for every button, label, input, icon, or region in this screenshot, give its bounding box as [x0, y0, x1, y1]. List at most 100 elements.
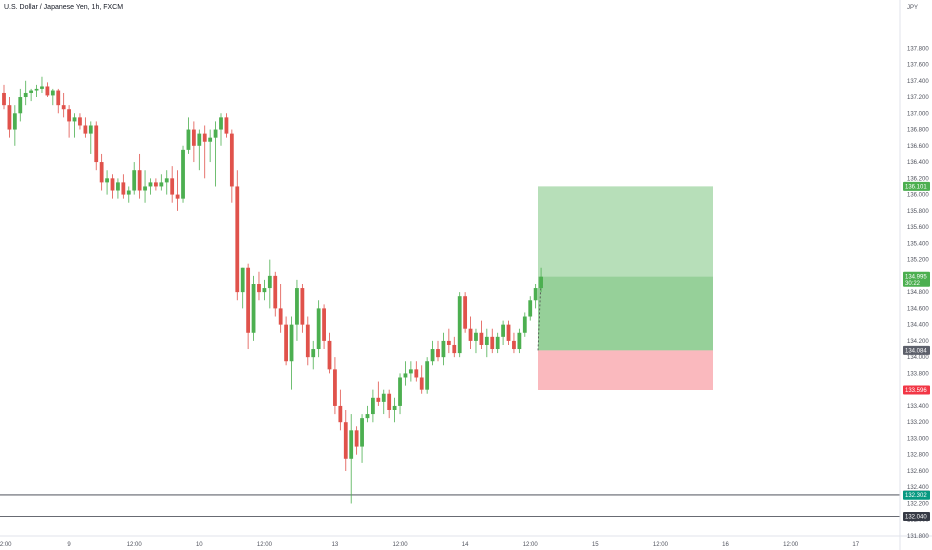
- time-tick-label: 12:00: [393, 542, 409, 548]
- candle-down: [376, 381, 381, 406]
- price-badge: 133.596: [903, 385, 930, 395]
- candle-up: [365, 405, 370, 423]
- time-tick-label: 9: [67, 542, 71, 548]
- candle-up: [295, 279, 299, 341]
- time-tick-label: 12:00: [127, 542, 143, 548]
- price-tick-label: 137.600: [907, 63, 929, 69]
- price-tick-label: 136.400: [907, 160, 929, 166]
- candle-down: [468, 316, 473, 350]
- price-tick-label: 136.000: [907, 193, 929, 199]
- candle-up: [311, 340, 316, 370]
- candles: [2, 76, 543, 504]
- candle-down: [512, 332, 516, 354]
- candle-down: [83, 117, 88, 138]
- candle-down: [229, 129, 234, 203]
- candle-down: [2, 84, 6, 110]
- price-tick-label: 137.800: [907, 46, 929, 52]
- price-tick-label: 131.800: [907, 534, 929, 540]
- candle-up: [262, 279, 267, 301]
- candle-up: [219, 113, 223, 146]
- price-badge: 134.084: [903, 345, 930, 355]
- price-badge: 136.101: [903, 181, 930, 191]
- candle-up: [392, 397, 397, 423]
- loss-zone[interactable]: [538, 350, 713, 391]
- price-badge-label: 132.302: [905, 493, 927, 499]
- long-position-tool[interactable]: [537, 186, 713, 391]
- candle-up: [289, 316, 294, 390]
- candle-down: [419, 365, 424, 394]
- candle-down: [333, 357, 337, 415]
- pnl-dotted-line: [537, 276, 542, 351]
- candle-up: [539, 267, 543, 293]
- price-tick-label: 134.400: [907, 323, 929, 329]
- price-tick-label: 133.000: [907, 436, 929, 442]
- candle-down: [300, 284, 305, 333]
- price-tick-label: 135.200: [907, 258, 929, 264]
- candle-down: [56, 88, 61, 114]
- candle-up: [40, 76, 44, 93]
- price-tick-label: 134.800: [907, 290, 929, 296]
- candle-down: [235, 170, 240, 301]
- time-tick-label: 15: [592, 542, 599, 548]
- candle-down: [94, 121, 99, 171]
- candle-up: [208, 129, 213, 163]
- candle-down: [45, 82, 50, 98]
- price-badge-label: 136.101: [905, 184, 927, 190]
- candle-up: [181, 145, 185, 203]
- candle-up: [126, 186, 131, 203]
- candle-up: [425, 357, 430, 394]
- candle-down: [154, 178, 158, 191]
- candle-down: [387, 389, 392, 419]
- candle-down: [191, 121, 196, 163]
- candle-down: [452, 336, 457, 358]
- price-badge: 132.040: [903, 511, 930, 521]
- candle-up: [517, 328, 522, 354]
- candle-up: [34, 84, 39, 98]
- candle-up: [23, 80, 28, 106]
- candle-up: [132, 162, 137, 195]
- price-tick-label: 132.600: [907, 469, 929, 475]
- candle-up: [186, 117, 191, 154]
- candle-down: [137, 153, 142, 199]
- candle-down: [175, 170, 180, 211]
- candle-down: [110, 174, 115, 199]
- candle-down: [327, 332, 332, 374]
- candle-down: [446, 328, 451, 354]
- candle-up: [484, 328, 489, 358]
- candle-down: [490, 328, 495, 354]
- candle-up: [533, 284, 538, 309]
- candle-up: [148, 178, 153, 195]
- time-tick-label: 12:00: [523, 542, 539, 548]
- price-tick-label: 136.200: [907, 176, 929, 182]
- price-badge-label: 134.995: [905, 274, 927, 280]
- candle-up: [441, 332, 446, 366]
- candle-down: [338, 389, 343, 431]
- time-tick-label: 12:00: [0, 542, 12, 548]
- time-tick-label: 12:00: [257, 542, 273, 548]
- candle-up: [501, 320, 505, 345]
- candle-down: [273, 271, 278, 317]
- candle-up: [457, 292, 462, 358]
- price-tick-label: 134.200: [907, 339, 929, 345]
- horizontal-lines[interactable]: [0, 494, 900, 517]
- candle-up: [12, 105, 17, 146]
- candle-down: [343, 410, 348, 471]
- candle-up: [213, 121, 218, 187]
- time-tick-label: 17: [852, 542, 859, 548]
- price-tick-label: 132.200: [907, 501, 929, 507]
- candle-down: [170, 166, 175, 203]
- candle-up: [398, 373, 402, 415]
- candle-up: [50, 88, 55, 106]
- candle-up: [430, 340, 435, 366]
- profit-zone[interactable]: [538, 186, 713, 351]
- price-tick-label: 135.800: [907, 209, 929, 215]
- candle-down: [284, 316, 288, 366]
- time-tick-label: 13: [332, 542, 339, 548]
- candle-down: [7, 97, 12, 138]
- price-tick-label: 133.200: [907, 420, 929, 426]
- time-tick-label: 12:00: [653, 542, 669, 548]
- price-tick-label: 132.800: [907, 453, 929, 459]
